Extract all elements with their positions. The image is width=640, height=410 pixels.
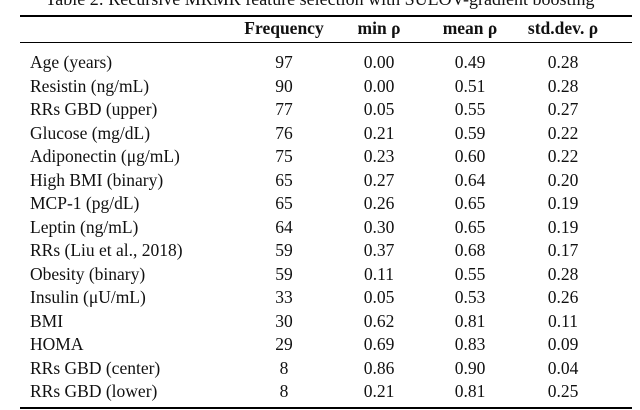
row-label: Insulin (μU/mL): [30, 287, 146, 307]
table-cell: 0.55: [454, 99, 486, 119]
table-cell: 75: [275, 146, 293, 166]
row-label: RRs GBD (upper): [30, 99, 158, 119]
bottom-rule: [20, 407, 632, 409]
table-cell: 0.37: [363, 240, 395, 260]
table-cell: 0.23: [363, 146, 395, 166]
row-label: Obesity (binary): [30, 263, 146, 284]
table-cell: 0.60: [454, 146, 486, 166]
table-caption: Table 2: Recursive MRMR feature selectio…: [0, 0, 640, 10]
table-cell: 0.69: [363, 334, 395, 354]
table-cell: 0.62: [363, 310, 395, 331]
table-cell: 33: [275, 287, 293, 307]
table-cell: 0.05: [363, 287, 395, 307]
table-cell: 0.00: [363, 75, 395, 96]
table-cell: 0.25: [547, 381, 579, 401]
row-label: Glucose (mg/dL): [30, 122, 151, 143]
table-cell: 0.17: [547, 240, 579, 260]
table-cell: 0.00: [363, 52, 395, 72]
table-cell: 0.22: [547, 122, 579, 143]
row-label: Adiponectin (μg/mL): [30, 146, 180, 166]
row-label: HOMA: [30, 334, 84, 354]
table-cell: 0.05: [363, 99, 395, 119]
table-cell: 0.86: [363, 357, 395, 378]
table-cell: 0.26: [363, 193, 395, 213]
table-cell: 0.65: [454, 193, 486, 213]
table-cell: 0.81: [454, 381, 486, 401]
row-label: RRs (Liu et al., 2018): [30, 240, 183, 260]
table-cell: 0.90: [454, 357, 486, 378]
table-cell: 0.49: [454, 52, 486, 72]
column-header: mean ρ: [442, 18, 498, 38]
table-cell: 0.51: [454, 75, 486, 96]
row-label: RRs GBD (center): [30, 357, 161, 378]
table-cell: 0.59: [454, 122, 486, 143]
table-cell: 0.21: [363, 381, 395, 401]
table-cell: 0.28: [547, 52, 579, 72]
table-cell: 0.11: [364, 263, 394, 284]
table-cell: 0.09: [547, 334, 579, 354]
table-cell: 0.81: [454, 310, 486, 331]
table-cell: 0.28: [547, 75, 579, 96]
table-cell: 0.20: [547, 169, 579, 190]
row-label: RRs GBD (lower): [30, 381, 158, 401]
column-header: min ρ: [357, 18, 401, 38]
table-cell: 65: [275, 169, 293, 190]
table-cell: 0.83: [454, 334, 486, 354]
table-cell: 0.55: [454, 263, 486, 284]
table-cell: 29: [275, 334, 293, 354]
table-cell: 90: [275, 75, 293, 96]
table-cell: 76: [275, 122, 293, 143]
table-cell: 77: [275, 99, 293, 119]
row-label: BMI: [30, 310, 64, 331]
table-cell: 0.28: [547, 263, 579, 284]
row-label: Age (years): [30, 52, 113, 72]
table-cell: 0.27: [547, 99, 579, 119]
row-label: Resistin (ng/mL): [30, 75, 150, 96]
row-label: MCP-1 (pg/dL): [30, 193, 140, 213]
table-cell: 0.11: [548, 310, 578, 331]
column-header: Frequency: [244, 18, 324, 38]
row-label: Leptin (ng/mL): [30, 216, 139, 237]
table-cell: 97: [275, 52, 293, 72]
table-cell: 65: [275, 193, 293, 213]
table-cell: 0.19: [547, 216, 579, 237]
table-cell: 59: [275, 263, 293, 284]
table-cell: 0.53: [454, 287, 486, 307]
table-cell: 0.26: [547, 287, 579, 307]
table-cell: 0.27: [363, 169, 395, 190]
table-cell: 0.19: [547, 193, 579, 213]
table-cell: 0.64: [454, 169, 486, 190]
column-header: std.dev. ρ: [527, 18, 599, 38]
table-cell: 64: [275, 216, 293, 237]
table-cell: 8: [279, 381, 289, 401]
table-cell: 0.68: [454, 240, 486, 260]
table-cell: 0.65: [454, 216, 486, 237]
table-cell: 0.30: [363, 216, 395, 237]
table-cell: 0.22: [547, 146, 579, 166]
table-cell: 8: [279, 357, 289, 378]
table-cell: 0.04: [547, 357, 579, 378]
table-cell: 59: [275, 240, 293, 260]
top-rule: [20, 15, 632, 17]
row-label: High BMI (binary): [30, 169, 164, 190]
table-cell: 30: [275, 310, 293, 331]
header-rule: [20, 42, 632, 43]
table-cell: 0.21: [363, 122, 395, 143]
